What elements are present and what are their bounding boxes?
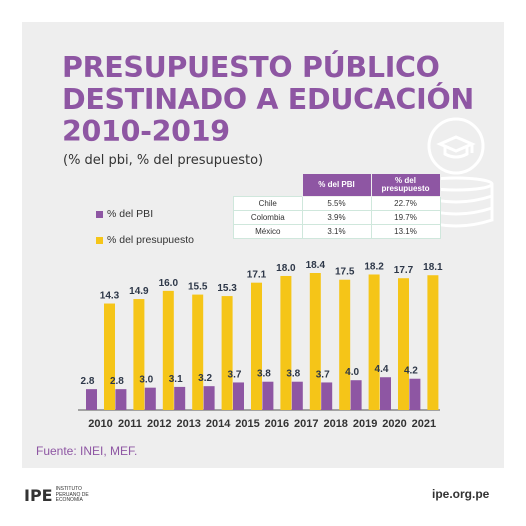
data-label: 4.4: [375, 364, 389, 375]
bar-pbi: [262, 381, 274, 410]
data-label: 4.2: [404, 366, 418, 377]
logo-text: Instituto Peruano de Economía: [55, 486, 89, 504]
table-cell-presupuesto: 13.1%: [370, 224, 441, 239]
site-link[interactable]: ipe.org.pe: [432, 487, 490, 501]
x-tick-label: 2014: [206, 418, 231, 430]
data-label: 3.8: [286, 369, 300, 380]
data-label: 3.8: [257, 369, 271, 380]
legend-label-presupuesto: % del presupuesto: [107, 234, 194, 246]
data-label: 18.1: [423, 262, 443, 273]
data-label: 14.9: [129, 286, 149, 297]
data-label: 2.8: [81, 376, 95, 387]
data-label: 17.7: [394, 265, 414, 276]
x-tick-label: 2016: [265, 418, 289, 430]
bar-presupuesto: [104, 303, 115, 410]
data-label: 2.8: [110, 376, 124, 387]
legend-item-pbi: % del PBI: [96, 208, 194, 220]
x-tick-label: 2017: [294, 418, 318, 430]
data-label: 3.2: [198, 373, 212, 384]
legend-swatch-pbi: [96, 210, 103, 218]
data-label: 15.3: [217, 283, 237, 294]
table-header-presupuesto: % del presupuesto: [370, 173, 441, 197]
bar-presupuesto: [133, 299, 145, 410]
bar-presupuesto: [221, 296, 233, 410]
chart-legend: % del PBI % del presupuesto: [96, 208, 194, 260]
data-label: 17.1: [247, 270, 267, 281]
legend-item-presupuesto: % del presupuesto: [96, 234, 194, 246]
page-title: PRESUPUESTO PÚBLICO DESTINADO A EDUCACIÓ…: [62, 52, 474, 148]
title-line-3: 2010-2019: [62, 115, 230, 148]
title-line-1: PRESUPUESTO PÚBLICO: [62, 51, 440, 84]
table-cell-country: Chile: [233, 196, 303, 211]
table-cell-pbi: 3.9%: [301, 210, 372, 225]
bar-presupuesto: [339, 279, 351, 410]
legend-label-pbi: % del PBI: [107, 208, 154, 220]
data-label: 18.2: [364, 261, 384, 272]
table-cell-country: México: [233, 224, 303, 239]
data-label: 15.5: [188, 282, 208, 293]
comparison-table: % del PBI % del presupuesto Chile 5.5% 2…: [233, 173, 441, 239]
bar-pbi: [380, 377, 391, 410]
x-tick-label: 2012: [147, 418, 171, 430]
source-note: Fuente: INEI, MEF.: [36, 444, 138, 458]
bar-pbi: [321, 382, 333, 410]
x-tick-label: 2021: [412, 418, 436, 430]
data-label: 3.7: [316, 369, 330, 380]
data-label: 17.5: [335, 267, 355, 278]
x-tick-label: 2011: [118, 418, 142, 430]
ipe-logo: IPE Instituto Peruano de Economía: [24, 486, 106, 505]
table-cell-pbi: 3.1%: [301, 224, 372, 239]
x-tick-label: 2018: [323, 418, 347, 430]
x-tick-label: 2020: [382, 418, 406, 430]
x-tick-label: 2015: [235, 418, 259, 430]
legend-swatch-presupuesto: [96, 236, 103, 244]
data-label: 16.0: [159, 278, 179, 289]
bar-presupuesto: [251, 282, 262, 410]
data-label: 3.1: [169, 374, 183, 385]
bar-pbi: [409, 378, 421, 410]
x-tick-label: 2010: [88, 418, 112, 430]
bar-presupuesto: [309, 273, 321, 410]
data-label: 3.0: [139, 375, 153, 386]
bar-pbi: [115, 389, 127, 410]
table-cell-presupuesto: 22.7%: [370, 196, 441, 211]
bar-presupuesto: [368, 274, 380, 410]
bar-presupuesto: [427, 275, 439, 410]
data-label: 18.0: [276, 263, 296, 274]
bar-pbi: [350, 380, 362, 410]
data-label: 3.7: [228, 369, 242, 380]
table-cell-country: Colombia: [233, 210, 303, 225]
bar-pbi: [233, 382, 244, 410]
table-cell-presupuesto: 19.7%: [370, 210, 441, 225]
data-label: 4.0: [345, 367, 359, 378]
table-row: México 3.1% 13.1%: [233, 224, 441, 239]
x-tick-label: 2013: [176, 418, 200, 430]
bar-presupuesto: [398, 278, 409, 410]
data-label: 18.4: [306, 260, 326, 271]
title-line-2: DESTINADO A EDUCACIÓN: [62, 83, 474, 116]
table-row: Colombia 3.9% 19.7%: [233, 210, 441, 225]
data-label: 14.3: [100, 291, 120, 302]
bar-presupuesto: [162, 290, 174, 410]
bar-pbi: [174, 386, 186, 410]
bar-pbi: [291, 381, 303, 410]
subtitle: (% del pbi, % del presupuesto): [63, 153, 264, 168]
logo-mark: IPE: [24, 486, 53, 505]
bar-pbi: [144, 387, 156, 410]
bar-pbi: [203, 386, 215, 410]
bar-presupuesto: [192, 294, 204, 410]
x-tick-label: 2019: [353, 418, 377, 430]
bar-pbi: [86, 389, 97, 410]
bar-presupuesto: [280, 275, 292, 410]
